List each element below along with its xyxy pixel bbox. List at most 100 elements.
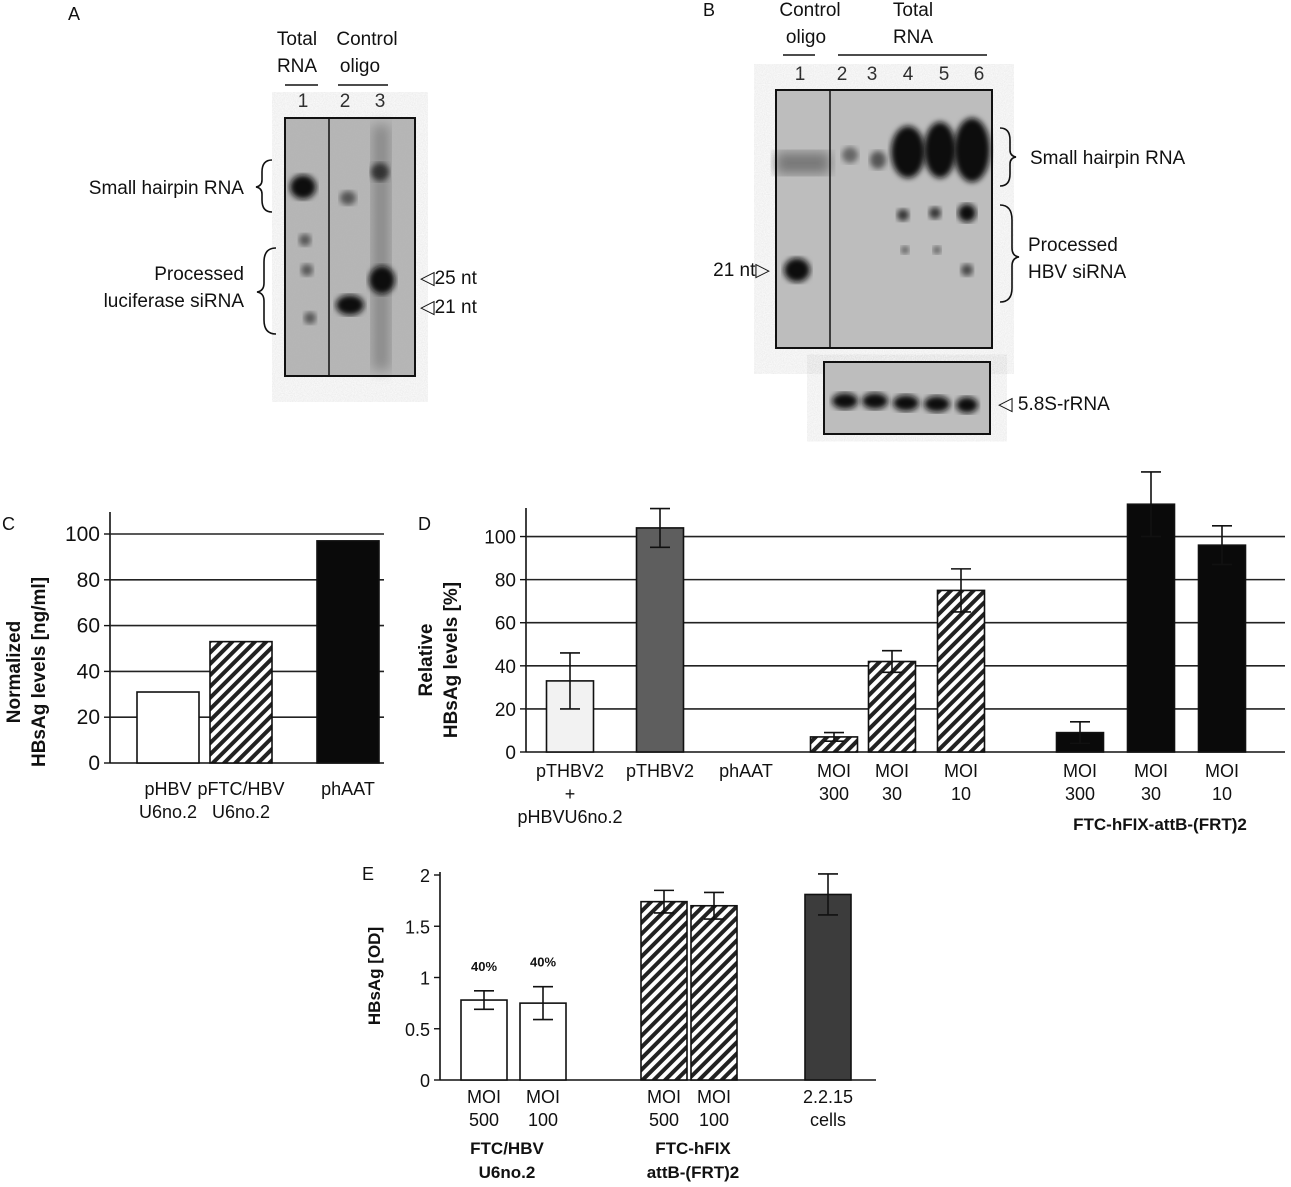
x-category-label: phAAT: [719, 761, 773, 781]
panel-b-blot: [775, 89, 993, 349]
x-category-label: MOI: [875, 761, 909, 781]
y-tick-label: 20: [495, 700, 516, 721]
y-tick-label: 0: [88, 752, 100, 775]
y-tick-label: 60: [495, 614, 516, 635]
x-category-label: MOI: [526, 1087, 560, 1107]
panel-e-group-label-2b: attB-(FRT)2: [647, 1163, 740, 1182]
panel-a-lane-3: 3: [375, 91, 386, 112]
panel-a-header-total: Total: [277, 29, 317, 50]
x-category-label: MOI: [817, 761, 851, 781]
panel-a-marker-21nt: ◁21 nt: [420, 297, 478, 318]
y-tick-label: 60: [77, 615, 100, 638]
bar: [635, 527, 685, 753]
panel-d-chart: D 0 20 40 60 80 100 pTHBV2 + pHBVU6no.2 pTHBV2 ph…: [416, 471, 1285, 834]
x-category-label: 500: [469, 1110, 499, 1130]
panel-b-lane-1: 1: [795, 64, 806, 85]
bar: [1197, 544, 1247, 753]
panel-d-ylabel-2: HBsAg levels [%]: [441, 582, 462, 738]
x-category-label: MOI: [944, 761, 978, 781]
panel-b-header-oligo: oligo: [786, 27, 826, 48]
x-category-label: MOI: [647, 1087, 681, 1107]
x-category-label: cells: [810, 1110, 846, 1130]
panel-b-lane-3: 3: [867, 64, 878, 85]
panel-a-header-oligo: oligo: [340, 56, 380, 77]
panel-d-x-labels: pTHBV2 + pHBVU6no.2 pTHBV2 phAAT MOI 300 MOI 30 M…: [517, 761, 1239, 827]
y-tick-label: 100: [65, 523, 100, 546]
panel-b-loading-blot: [823, 361, 991, 435]
panel-a-brace-processed: [256, 247, 277, 335]
x-category-label: +: [565, 784, 576, 804]
panel-e-group-label-2a: FTC-hFIX: [655, 1139, 731, 1158]
panel-b-label-processed-1: Processed: [1028, 235, 1118, 256]
panel-b-header-total: Total: [893, 0, 933, 21]
panel-b-label-hairpin: Small hairpin RNA: [1030, 148, 1186, 169]
bar: [867, 660, 917, 753]
panel-d-bars: [545, 471, 1247, 753]
panel-a-label-hairpin: Small hairpin RNA: [89, 178, 245, 199]
panel-a-blot: [284, 117, 416, 377]
bar: [209, 640, 273, 764]
bar: [1126, 503, 1176, 753]
x-category-label: pTHBV2: [536, 761, 604, 781]
panel-c-ylabel-1: Normalized: [4, 621, 25, 723]
y-tick-label: 80: [77, 569, 100, 592]
panel-b-header-control: Control: [779, 0, 840, 21]
panel-d-ylabel-1: Relative: [416, 624, 437, 697]
x-category-label: 10: [1212, 784, 1232, 804]
panel-b-lane-5: 5: [939, 64, 950, 85]
x-category-label: pFTC/HBV: [197, 779, 284, 799]
bar: [136, 691, 200, 764]
x-category-label: 30: [1141, 784, 1161, 804]
panel-a-lane-1: 1: [298, 91, 309, 112]
panel-e-chart: E 00.511.52 40% 40% MOI500MOI100MOI500MOI…: [362, 864, 876, 1182]
panel-a-brace-hairpin: [255, 159, 273, 213]
y-tick-label: 0.5: [405, 1020, 430, 1040]
x-category-label: phAAT: [321, 779, 375, 799]
y-tick-label: 100: [484, 528, 516, 549]
panel-e-ylabel: HBsAg [OD]: [365, 927, 384, 1025]
x-category-label: MOI: [1205, 761, 1239, 781]
y-tick-label: 20: [77, 706, 100, 729]
panel-a-lane-2: 2: [340, 91, 351, 112]
bar: [640, 900, 688, 1081]
panel-e-x-labels: MOI 500 MOI 100 MOI 500 MOI 100 2.2.15 cells: [467, 1087, 853, 1130]
x-category-label: 300: [819, 784, 849, 804]
bar: [690, 904, 738, 1081]
x-category-label: 100: [528, 1110, 558, 1130]
x-category-label: U6no.2: [212, 802, 270, 822]
x-category-label: pHBV: [144, 779, 191, 799]
x-category-label: MOI: [467, 1087, 501, 1107]
bar: [316, 540, 380, 764]
panel-d-group-label: FTC-hFIX-attB-(FRT)2: [1073, 815, 1247, 834]
panel-b-header-rna: RNA: [893, 27, 933, 48]
panel-b-lane-6: 6: [974, 64, 985, 85]
panel-a-header-rna: RNA: [277, 56, 317, 77]
bar: [936, 589, 986, 753]
bar-annotation: 40%: [530, 955, 556, 970]
panel-b-lane-4: 4: [903, 64, 914, 85]
x-category-label: 500: [649, 1110, 679, 1130]
bar: [804, 893, 852, 1081]
y-tick-label: 1.5: [405, 917, 430, 937]
y-tick-label: 40: [495, 657, 516, 678]
x-category-label: 30: [882, 784, 902, 804]
panel-a-label-processed-1: Processed: [154, 264, 244, 285]
bar-annotation: 40%: [471, 959, 497, 974]
panel-b-letter: B: [703, 0, 715, 20]
y-tick-label: 80: [495, 571, 516, 592]
x-category-label: 10: [951, 784, 971, 804]
panel-e-bars: 40% 40%: [460, 873, 852, 1081]
x-category-label: 300: [1065, 784, 1095, 804]
bar: [460, 999, 508, 1081]
panel-c-bars: [136, 540, 380, 764]
y-tick-label: 0: [420, 1071, 430, 1091]
svg-text:C: C: [2, 514, 15, 534]
x-category-label: MOI: [1063, 761, 1097, 781]
svg-text:E: E: [362, 864, 374, 884]
panel-b-label-rrna: ◁ 5.8S-rRNA: [998, 394, 1110, 415]
panel-e-group-label-1a: FTC/HBV: [470, 1139, 544, 1158]
y-tick-label: 2: [420, 866, 430, 886]
